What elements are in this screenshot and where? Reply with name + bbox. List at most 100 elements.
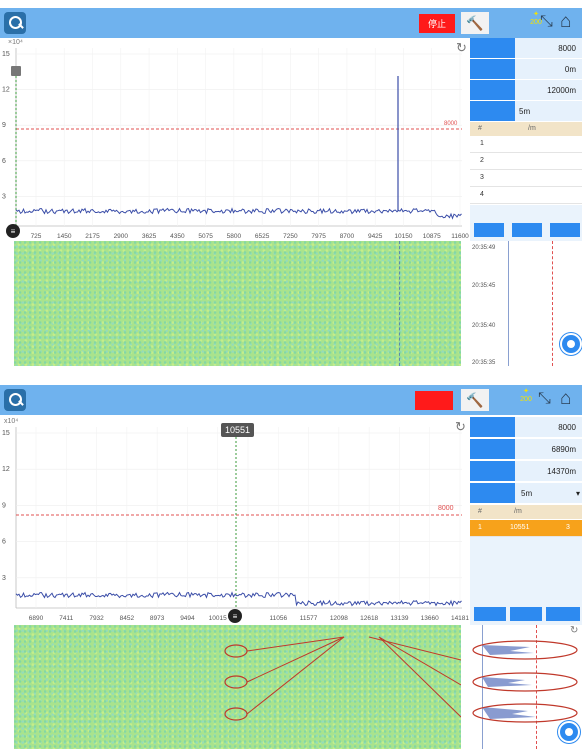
y-tick-label: 6: [2, 158, 6, 165]
table-row[interactable]: 2: [470, 153, 582, 170]
action-button-2[interactable]: [512, 223, 542, 237]
x-tick-label: 7411: [59, 615, 73, 622]
side-panel: 8000 0m 12000m 5m # /m 1 2 3 4 20:35:49 …: [470, 38, 582, 366]
param-row-threshold[interactable]: 8000: [470, 38, 582, 58]
param-row-end[interactable]: 14370m: [470, 461, 582, 481]
table-row[interactable]: 1: [470, 136, 582, 153]
param-row-end[interactable]: 12000m: [470, 80, 582, 100]
x-tick-label: 8973: [150, 615, 165, 622]
signal-icon: ✦ 200: [520, 388, 532, 403]
param-row-start[interactable]: 0m: [470, 59, 582, 79]
x-tick-label: 9494: [180, 615, 195, 622]
fullscreen-icon[interactable]: ⤡: [538, 390, 551, 407]
x-tick-label: 13660: [421, 615, 439, 622]
screenshot-top: 停止 🔨 ✦ 200 ⤡ ⌂ ×10⁴ 15 12 9 6 3 8000 725 1450 2…: [0, 8, 582, 366]
table-row-selected[interactable]: 1 10551 3: [470, 520, 582, 537]
x-tick-label: 8700: [340, 233, 355, 240]
annotation-ellipse: [224, 707, 248, 721]
home-icon[interactable]: ⌂: [560, 11, 572, 32]
y-tick-label: 15: [2, 430, 10, 437]
y-tick-label: 3: [2, 193, 6, 200]
param-row-step[interactable]: 5m ▾: [470, 483, 582, 503]
x-tick-label: 11577: [300, 615, 318, 622]
home-icon[interactable]: ⌂: [560, 388, 572, 409]
x-tick-label: 725: [31, 233, 42, 240]
x-tick-label: 11056: [269, 615, 287, 622]
annotation-overlay: [224, 636, 461, 721]
record-button[interactable]: [558, 721, 580, 743]
signal-chart: x10⁴ 15 12 9 6 3 8000 6890 7411 7932 8452 8973 94…: [0, 415, 470, 623]
side-panel: 8000 6890m 14370m 5m ▾ # /m 1 10551 3: [470, 417, 582, 749]
x-tick-label: 6525: [255, 233, 270, 240]
x-tick-label: 2175: [85, 233, 100, 240]
search-logo-icon[interactable]: [4, 389, 26, 411]
param-row-threshold[interactable]: 8000: [470, 417, 582, 437]
signal-chart: ×10⁴ 15 12 9 6 3 8000 725 1450 2175 2900 3625 435…: [0, 36, 470, 241]
y-tick-label: 6: [2, 539, 6, 546]
signal-chart-svg: x10⁴ 15 12 9 6 3 8000 6890 7411 7932 8452 8973 94…: [2, 418, 469, 622]
stop-button[interactable]: 停止: [419, 14, 455, 33]
x-tick-label: 10875: [423, 233, 441, 240]
result-table-header: # /m: [470, 122, 582, 136]
result-table-header: # /m: [470, 505, 582, 519]
waterfall-cursor: [399, 241, 400, 366]
y-tick-label: 12: [2, 466, 10, 473]
menu-round-icon[interactable]: ≡: [6, 224, 20, 238]
x-tick-label: 6890: [29, 615, 44, 622]
signal-trace: [15, 207, 462, 220]
table-row[interactable]: 4: [470, 187, 582, 204]
y-tick-label: 9: [2, 122, 6, 129]
record-button[interactable]: [560, 333, 582, 355]
action-button-3[interactable]: [546, 607, 580, 621]
cursor-label[interactable]: 10551: [221, 423, 255, 437]
table-row[interactable]: 3: [470, 170, 582, 187]
x-tick-label: 1450: [57, 233, 72, 240]
top-toolbar: 🔨 ✦ 200 ⤡ ⌂: [0, 385, 582, 415]
x-tick-label: 3625: [142, 233, 157, 240]
x-tick-label: 13139: [390, 615, 408, 622]
param-row-step[interactable]: 5m: [470, 101, 582, 121]
y-tick-label: 9: [2, 502, 6, 509]
chevron-down-icon[interactable]: ▾: [575, 488, 580, 498]
hammer-icon[interactable]: 🔨: [461, 12, 489, 34]
x-tick-label: 12618: [360, 615, 378, 622]
x-tick-label: 2900: [114, 233, 129, 240]
x-tick-label: 7932: [89, 615, 104, 622]
signal-label: 200: [520, 396, 532, 403]
x-tick-label: 7975: [311, 233, 326, 240]
refresh-icon[interactable]: ↻: [455, 419, 466, 434]
signal-icon: ✦ 200: [530, 11, 542, 26]
x-tick-label: 11600: [451, 233, 469, 240]
action-button-1[interactable]: [474, 223, 504, 237]
action-button-1[interactable]: [474, 607, 506, 621]
timestamp: 20:35:40: [472, 323, 496, 329]
action-button-3[interactable]: [550, 223, 580, 237]
stop-button[interactable]: [415, 391, 453, 410]
fullscreen-icon[interactable]: ⤡: [540, 13, 553, 30]
annotation-ellipse: [472, 640, 578, 660]
refresh-icon[interactable]: ↻: [456, 40, 467, 55]
cursor-handle[interactable]: [11, 66, 21, 76]
screenshot-bottom: 🔨 ✦ 200 ⤡ ⌂ x10⁴ 15 12 9 6 3 8000 6890 7411 793…: [0, 385, 582, 749]
history-strip: 20:35:49 20:35:45 20:35:40 20:35:35: [470, 241, 582, 366]
search-logo-icon[interactable]: [4, 12, 26, 34]
hammer-icon[interactable]: 🔨: [461, 389, 489, 411]
y-tick-label: 15: [2, 51, 10, 58]
x-tick-label: 10150: [394, 233, 412, 240]
x-tick-label: 5075: [198, 233, 213, 240]
action-button-2[interactable]: [510, 607, 542, 621]
param-row-start[interactable]: 6890m: [470, 439, 582, 459]
x-tick-label: 8452: [120, 615, 135, 622]
menu-round-icon[interactable]: ≡: [228, 609, 242, 623]
refresh-icon[interactable]: ↻: [570, 625, 579, 636]
top-toolbar: 停止 🔨 ✦ 200 ⤡ ⌂: [0, 8, 582, 38]
signal-trace: [15, 591, 462, 607]
signal-label: 200: [530, 19, 542, 26]
x-tick-label: 10015: [209, 615, 227, 622]
waterfall-view: [14, 241, 461, 366]
signal-chart-svg: ×10⁴ 15 12 9 6 3 8000 725 1450 2175 2900 3625 435…: [2, 39, 469, 240]
annotation-ellipse: [472, 703, 578, 723]
y-exponent: ×10⁴: [8, 39, 23, 46]
timestamp: 20:35:45: [472, 283, 496, 289]
timestamp: 20:35:35: [472, 360, 496, 366]
